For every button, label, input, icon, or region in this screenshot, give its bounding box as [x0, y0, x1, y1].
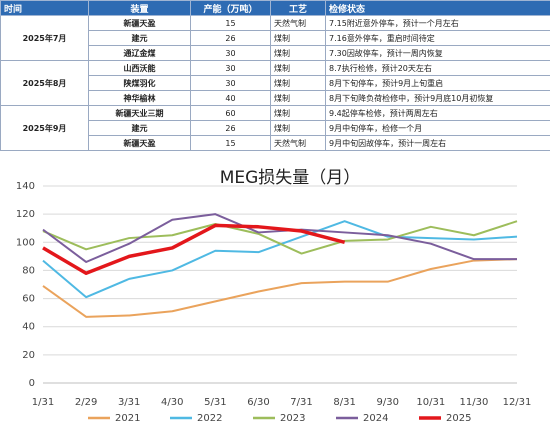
unit-cell: 新疆天盈 — [88, 15, 191, 31]
x-tick-label: 9/30 — [376, 397, 398, 408]
process-cell: 天然气制 — [270, 15, 326, 31]
process-cell: 煤制 — [270, 105, 326, 121]
status-cell: 9.4起停车检修，预计两周左右 — [325, 105, 550, 121]
y-tick-label: 20 — [22, 350, 35, 361]
status-cell: 8月下旬降负荷检修中，预计9月底10月初恢复 — [325, 90, 550, 106]
y-tick-label: 0 — [29, 378, 35, 389]
status-cell: 8.7执行检修，预计20天左右 — [325, 60, 550, 76]
x-tick-label: 11/30 — [459, 397, 488, 408]
table-row: 2025年7月 新疆天盈 15 天然气制 7.15附近意外停车，预计一个月左右 — [0, 15, 550, 61]
series-line — [42, 220, 518, 255]
process-cell: 煤制 — [270, 120, 326, 136]
process-cell: 煤制 — [270, 90, 326, 106]
series-line — [42, 220, 518, 299]
table-row: 2025年9月 新疆天业三期 60 煤制 9.4起停车检修，预计两周左右 — [0, 105, 550, 151]
capacity-cell: 40 — [190, 90, 271, 106]
y-tick-label: 140 — [16, 181, 35, 192]
status-cell: 9月中旬因故停车，预计一周左右 — [325, 135, 550, 151]
process-cell: 煤制 — [270, 30, 326, 46]
unit-cell: 神华榆林 — [88, 90, 191, 106]
y-tick-label: 40 — [22, 322, 35, 333]
legend-label: 2023 — [280, 413, 305, 424]
status-cell: 7.15附近意外停车，预计一个月左右 — [325, 15, 550, 31]
period-cell: 2025年7月 — [0, 15, 89, 61]
unit-cell: 新疆天盈 — [88, 135, 191, 151]
status-cell: 8月下旬停车，预计9月上旬重启 — [325, 75, 550, 91]
x-tick-label: 2/29 — [75, 397, 97, 408]
status-cell: 7.16意外停车，重启时间待定 — [325, 30, 550, 46]
maintenance-table: 时间 装置 产能（万吨） 工艺 检修状态 2025年7月 新疆天盈 15 天然气制 7.15附近… — [0, 0, 550, 151]
x-tick-label: 3/31 — [118, 397, 140, 408]
x-tick-label: 12/31 — [503, 397, 532, 408]
table-row: 2025年8月 山西沃能 30 煤制 8.7执行检修，预计20天左右 — [0, 60, 550, 106]
table-header: 时间 装置 产能（万吨） 工艺 检修状态 — [0, 0, 550, 16]
x-tick-label: 5/31 — [204, 397, 226, 408]
legend-label: 2024 — [363, 413, 388, 424]
header-cell: 检修状态 — [325, 0, 550, 16]
process-cell: 煤制 — [270, 75, 326, 91]
unit-cell: 通辽金煤 — [88, 45, 191, 61]
header-cell: 时间 — [0, 0, 89, 16]
chart: MEG损失量（月） 0 20 40 60 80 100 120 140 1/31 2/29 3/31… — [16, 168, 532, 424]
period-cell: 2025年8月 — [0, 60, 89, 106]
series-line — [42, 213, 517, 263]
x-tick-label: 4/30 — [161, 397, 183, 408]
series-line — [42, 258, 518, 318]
header-cell: 产能（万吨） — [190, 0, 271, 16]
legend-label: 2021 — [115, 413, 140, 424]
series-line — [42, 223, 346, 275]
capacity-cell: 26 — [190, 120, 271, 136]
y-tick-label: 80 — [22, 265, 35, 276]
period-cell: 2025年9月 — [0, 105, 89, 151]
y-tick-label: 100 — [16, 237, 35, 248]
table-row: 陕煤羽化 30 煤制 8月下旬停车，预计9月上旬重启 — [1, 75, 550, 91]
x-tick-label: 10/31 — [416, 397, 445, 408]
unit-cell: 新疆天业三期 — [88, 105, 191, 121]
unit-cell: 建元 — [88, 30, 191, 46]
capacity-cell: 30 — [190, 45, 271, 61]
legend-label: 2022 — [197, 413, 222, 424]
process-cell: 煤制 — [270, 45, 326, 61]
capacity-cell: 60 — [190, 105, 271, 121]
capacity-cell: 30 — [190, 60, 271, 76]
status-cell: 7.30因故停车，预计一周内恢复 — [325, 45, 550, 61]
capacity-cell: 15 — [190, 135, 271, 151]
chart-title: MEG损失量（月） — [220, 168, 361, 188]
status-cell: 9月中旬停车，检修一个月 — [325, 120, 550, 136]
capacity-cell: 15 — [190, 15, 271, 31]
unit-cell: 山西沃能 — [88, 60, 191, 76]
unit-cell: 建元 — [88, 120, 191, 136]
table-row: 建元 26 煤制 7.16意外停车，重启时间待定 — [1, 30, 550, 46]
y-tick-label: 60 — [22, 294, 35, 305]
header-cell: 工艺 — [270, 0, 326, 16]
x-tick-label: 7/31 — [290, 397, 312, 408]
process-cell: 煤制 — [270, 60, 326, 76]
unit-cell: 陕煤羽化 — [88, 75, 191, 91]
header-cell: 装置 — [88, 0, 191, 16]
x-tick-label: 6/30 — [247, 397, 269, 408]
capacity-cell: 26 — [190, 30, 271, 46]
x-tick-label: 1/31 — [32, 397, 54, 408]
y-tick-label: 120 — [16, 209, 35, 220]
table-row: 新疆天盈 15 天然气制 9月中旬因故停车，预计一周左右 — [1, 135, 550, 151]
process-cell: 天然气制 — [270, 135, 326, 151]
legend-label: 2025 — [446, 413, 471, 424]
capacity-cell: 30 — [190, 75, 271, 91]
x-tick-label: 8/31 — [333, 397, 355, 408]
